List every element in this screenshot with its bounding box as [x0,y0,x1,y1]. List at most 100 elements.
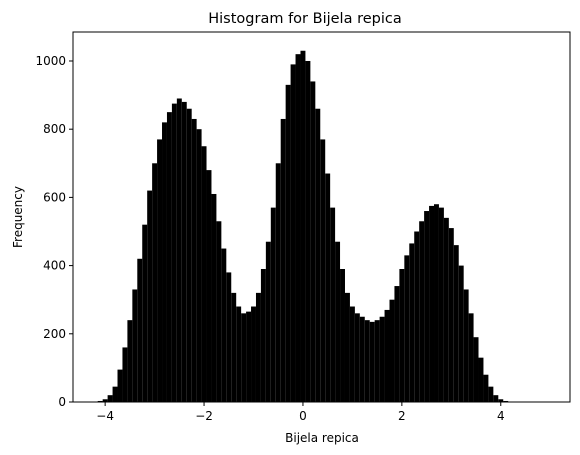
histogram-bar [448,228,454,402]
histogram-bar [176,98,182,403]
histogram-bars [92,50,514,403]
histogram-bar [320,139,326,402]
histogram-bar [112,386,118,402]
histogram-bar [330,207,336,402]
histogram-bar [147,190,153,402]
histogram-bar [453,245,459,402]
histogram-bar [335,241,341,402]
histogram-bar [493,395,499,402]
histogram-bar [226,272,232,402]
histogram-bar [122,347,128,402]
histogram-bar [157,139,163,402]
histogram-bar [97,400,103,402]
histogram-bar [369,321,375,402]
histogram-bar [127,320,133,402]
histogram-bar [463,289,469,402]
histogram-bar [270,207,276,402]
chart-title: Histogram for Bijela repica [208,11,401,27]
histogram-bar [364,320,370,402]
histogram-bar [201,146,207,402]
histogram-bar [107,395,113,402]
y-tick-label: 800 [43,122,66,136]
x-tick-label: 2 [398,409,406,423]
histogram-bar [310,81,316,402]
histogram-bar [458,265,464,402]
histogram-bar [305,60,311,402]
histogram-bar [340,269,345,402]
histogram-bar [443,217,449,402]
histogram-bar [498,399,504,402]
histogram-bar [419,221,425,402]
y-axis-label: Frequency [11,186,25,248]
histogram-bar [280,118,286,402]
x-tick-label: 4 [497,409,505,423]
histogram-bar [186,108,192,402]
histogram-bar [374,320,380,402]
y-tick-label: 400 [43,259,66,273]
y-axis-ticks: 0 200 400 600 800 1000 [35,54,73,409]
histogram-bar [166,112,172,403]
histogram-bar [236,306,242,402]
histogram-bar [216,221,222,402]
histogram-bar [191,118,197,402]
histogram-bar [359,316,365,402]
histogram-bar [389,299,395,402]
histogram-bar [137,258,143,402]
histogram-bar [102,399,108,402]
histogram-bar [404,255,410,402]
histogram-bar [206,170,212,402]
y-tick-label: 0 [58,395,66,409]
histogram-bar [468,313,474,402]
histogram-bar [478,357,484,402]
histogram-bar [171,103,177,402]
histogram-bar [384,309,390,402]
x-axis-ticks: −4 −2 0 2 4 [96,402,505,423]
histogram-bar [488,386,494,402]
histogram-bar [344,292,350,402]
histogram-bar [255,292,261,402]
histogram-bar [434,204,439,402]
histogram-bar [354,313,360,402]
histogram-bar [315,108,321,402]
histogram-bar [211,193,217,402]
x-tick-label: −4 [96,409,114,423]
histogram-bar [246,311,252,402]
histogram-bar [196,129,202,402]
histogram-bar [162,122,167,403]
histogram-bar [260,269,266,402]
histogram-bar [429,205,435,402]
histogram-bar [399,269,405,402]
histogram-bar [438,207,444,402]
y-tick-label: 200 [43,327,66,341]
histogram-bar [117,369,123,402]
x-tick-label: −2 [195,409,213,423]
x-tick-label: 0 [299,409,307,423]
histogram-bar [285,84,291,402]
histogram-bar [132,289,138,402]
y-tick-label: 1000 [35,54,66,68]
histogram-bar [414,231,420,402]
x-axis-label: Bijela repica [285,431,359,445]
histogram-bar [409,243,415,402]
plot-frame [72,31,571,403]
histogram-bar [231,292,237,402]
histogram-bar [379,316,385,402]
histogram-bar [221,248,227,402]
histogram-bar [152,163,158,402]
histogram-bar [275,163,281,402]
y-tick-label: 600 [43,190,66,204]
histogram-bar [300,50,306,402]
histogram-bar [325,173,331,402]
histogram-bar [251,306,256,402]
histogram-bar [503,400,509,402]
histogram-bar [241,313,247,402]
histogram-bar [483,374,489,402]
histogram-bar [424,211,430,402]
histogram-bar [295,54,301,403]
histogram-bar [265,241,271,402]
histogram-bar [349,306,355,402]
histogram-bar [181,101,187,402]
histogram-bar [473,337,479,402]
histogram-bar [394,286,400,402]
